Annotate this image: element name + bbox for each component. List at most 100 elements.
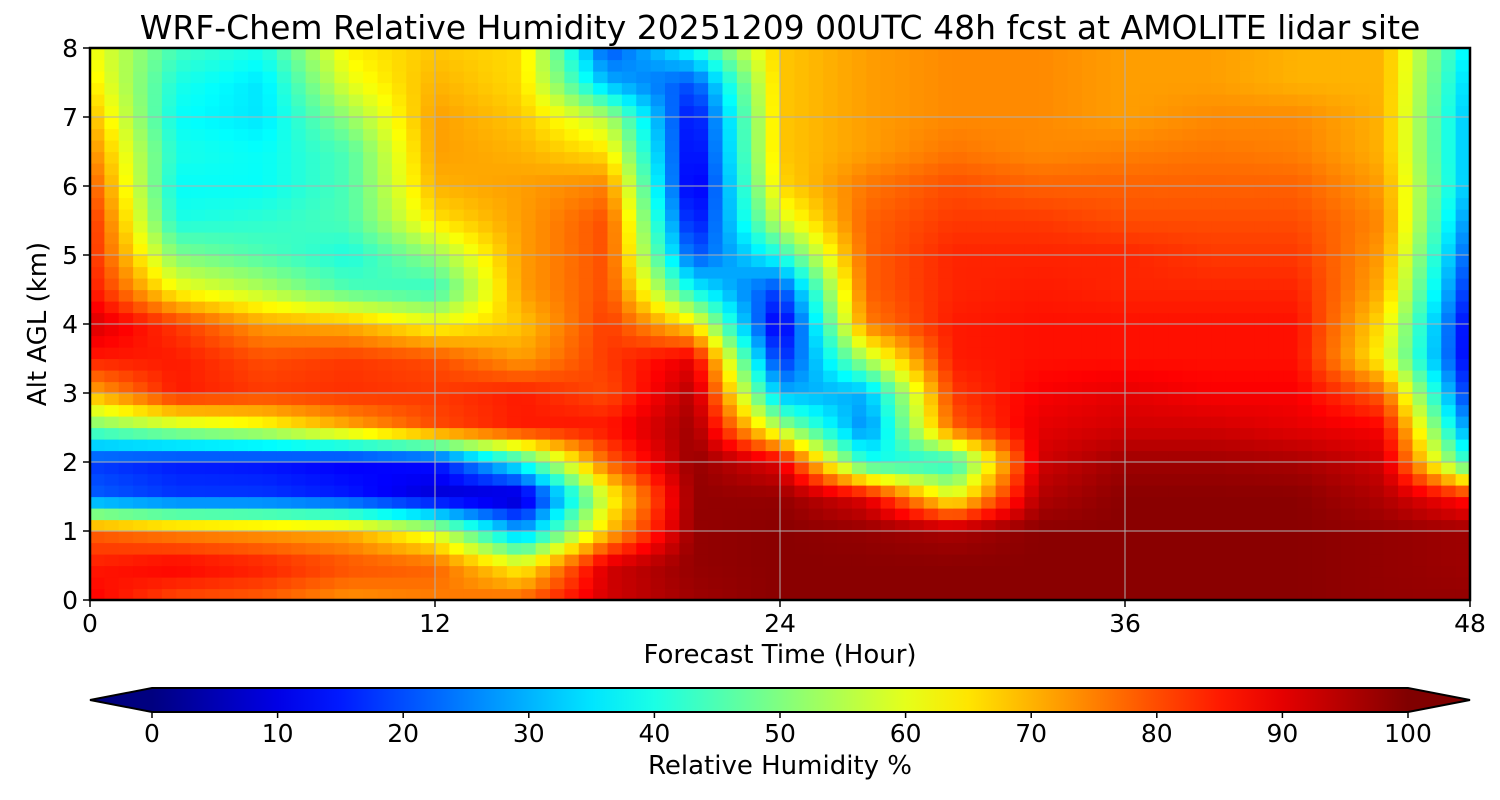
heatmap-cell	[708, 554, 724, 567]
heatmap-cell	[1182, 577, 1198, 590]
heatmap-cell	[1211, 370, 1227, 383]
heatmap-cell	[334, 163, 350, 176]
heatmap-cell	[1153, 105, 1169, 118]
heatmap-cell	[506, 174, 522, 187]
heatmap-cell	[1355, 370, 1370, 383]
heatmap-cell	[348, 209, 364, 222]
heatmap-cell	[506, 140, 522, 153]
heatmap-cell	[981, 266, 997, 279]
heatmap-cell	[1153, 496, 1169, 509]
heatmap-cell	[751, 186, 767, 199]
heatmap-cell	[636, 71, 652, 84]
heatmap-cell	[909, 94, 925, 107]
heatmap-cell	[248, 48, 264, 61]
heatmap-cell	[1053, 531, 1069, 544]
heatmap-cell	[463, 48, 479, 61]
heatmap-cell	[435, 519, 450, 532]
heatmap-cell	[1268, 588, 1284, 600]
heatmap-cell	[1096, 347, 1112, 360]
heatmap-cell	[665, 151, 680, 164]
heatmap-cell	[205, 105, 220, 118]
heatmap-cell	[363, 416, 379, 429]
heatmap-cell	[966, 335, 982, 348]
heatmap-cell	[90, 450, 105, 463]
heatmap-cell	[291, 542, 307, 555]
heatmap-cell	[1412, 485, 1428, 498]
heatmap-cell	[233, 416, 249, 429]
heatmap-cell	[391, 542, 407, 555]
heatmap-cell	[1297, 232, 1313, 245]
heatmap-cell	[1268, 485, 1284, 498]
heatmap-cell	[391, 117, 407, 130]
heatmap-cell	[665, 278, 680, 291]
heatmap-cell	[348, 519, 364, 532]
heatmap-cell	[794, 151, 810, 164]
heatmap-cell	[837, 186, 853, 199]
heatmap-cell	[1182, 485, 1198, 498]
heatmap-cell	[435, 347, 450, 360]
heatmap-cell	[205, 347, 220, 360]
heatmap-cell	[808, 151, 824, 164]
heatmap-cell	[348, 427, 364, 440]
heatmap-cell	[1125, 117, 1140, 130]
heatmap-cell	[104, 140, 120, 153]
heatmap-cell	[104, 565, 120, 578]
heatmap-cell	[1225, 312, 1241, 325]
heatmap-cell	[1139, 117, 1155, 130]
heatmap-cell	[1067, 243, 1083, 256]
heatmap-cell	[104, 128, 120, 141]
heatmap-cell	[334, 140, 350, 153]
heatmap-cell	[938, 243, 954, 256]
heatmap-cell	[233, 312, 249, 325]
heatmap-cell	[1096, 416, 1112, 429]
heatmap-cell	[535, 197, 551, 210]
heatmap-cell	[1240, 565, 1255, 578]
heatmap-cell	[1441, 335, 1457, 348]
heatmap-cell	[1024, 59, 1040, 72]
heatmap-cell	[794, 301, 810, 314]
heatmap-cell	[435, 151, 450, 164]
heatmap-cell	[1067, 542, 1083, 555]
heatmap-cell	[1125, 197, 1140, 210]
heatmap-cell	[1053, 393, 1069, 406]
heatmap-cell	[1038, 243, 1054, 256]
heatmap-cell	[1053, 565, 1069, 578]
heatmap-cell	[1010, 105, 1025, 118]
heatmap-cell	[794, 174, 810, 187]
heatmap-cell	[880, 163, 896, 176]
heatmap-cell	[305, 565, 321, 578]
heatmap-cell	[550, 209, 565, 222]
heatmap-cell	[1311, 209, 1327, 222]
heatmap-cell	[952, 255, 968, 268]
heatmap-cell	[1412, 301, 1428, 314]
heatmap-cell	[938, 554, 954, 567]
heatmap-cell	[1283, 128, 1299, 141]
heatmap-cell	[348, 301, 364, 314]
heatmap-cell	[190, 381, 206, 394]
heatmap-cell	[708, 312, 724, 325]
heatmap-cell	[981, 335, 997, 348]
heatmap-cell	[391, 301, 407, 314]
heatmap-cell	[161, 255, 177, 268]
heatmap-cell	[478, 94, 494, 107]
heatmap-cell	[966, 289, 982, 302]
heatmap-cell	[348, 71, 364, 84]
heatmap-cell	[406, 301, 422, 314]
heatmap-cell	[880, 577, 896, 590]
heatmap-cell	[1355, 508, 1370, 521]
heatmap-cell	[1125, 220, 1140, 233]
heatmap-cell	[1096, 255, 1112, 268]
heatmap-cell	[1355, 59, 1370, 72]
heatmap-cell	[262, 59, 278, 72]
heatmap-cell	[966, 151, 982, 164]
heatmap-cell	[1240, 485, 1255, 498]
heatmap-cell	[966, 347, 982, 360]
heatmap-cell	[693, 186, 709, 199]
heatmap-cell	[1110, 163, 1126, 176]
heatmap-cell	[1182, 301, 1198, 314]
heatmap-cell	[1053, 82, 1069, 95]
heatmap-cell	[823, 48, 839, 61]
heatmap-cell	[1355, 197, 1370, 210]
heatmap-cell	[593, 324, 609, 337]
heatmap-cell	[1096, 243, 1112, 256]
